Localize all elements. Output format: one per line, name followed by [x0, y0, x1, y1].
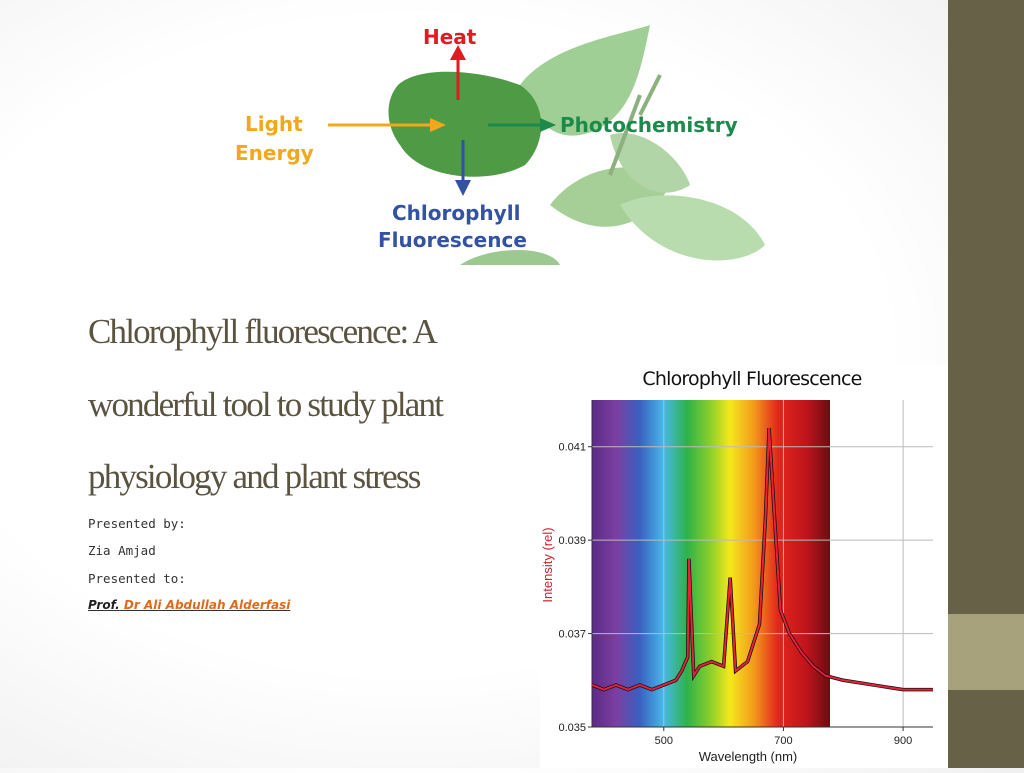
- y-tick-label: 0.039: [558, 535, 586, 547]
- title-line: physiology and plant stress: [88, 457, 421, 496]
- x-tick-label: 500: [655, 735, 673, 747]
- diagram: Heat Light Energy Photochemistry Chlorop…: [235, 25, 765, 265]
- leaf: [620, 195, 765, 261]
- presenter-name: Zia Amjad: [88, 543, 156, 558]
- leaf: [520, 25, 650, 136]
- title-line: wonderful tool to study plant: [88, 385, 444, 424]
- recipient-prefix: Prof.: [88, 598, 120, 612]
- recipient-label: Presented to:: [88, 571, 186, 586]
- label: Energy: [235, 141, 314, 165]
- label: Heat: [423, 25, 477, 49]
- title-line: Chlorophyll fluorescence: A: [88, 312, 438, 351]
- arrowhead: [540, 118, 556, 132]
- y-tick-label: 0.035: [558, 722, 586, 734]
- label: Fluorescence: [378, 228, 527, 252]
- data-line: [591, 427, 933, 691]
- arrowhead: [430, 118, 446, 132]
- recipient: Prof. Dr Ali Abdullah Alderfasi: [88, 598, 290, 612]
- label: Light: [245, 112, 303, 136]
- chart-image: Chlorophyll Fluorescence 0.035 0.037 0.039 0…: [540, 365, 948, 768]
- x-axis-label: Wavelength (nm): [699, 749, 798, 764]
- label: Chlorophyll: [392, 201, 520, 225]
- label: Photochemistry: [560, 113, 738, 137]
- arrowhead: [455, 180, 471, 196]
- presenter-label: Presented by:: [88, 516, 186, 531]
- y-tick-label: 0.037: [558, 629, 586, 641]
- recipient-name[interactable]: Dr Ali Abdullah Alderfasi: [123, 598, 291, 612]
- chart-title: Chlorophyll Fluorescence: [642, 368, 861, 390]
- y-axis-label: Intensity (rel): [540, 527, 555, 602]
- stem: [608, 74, 662, 176]
- leaf: [460, 250, 560, 265]
- y-tick-label: 0.041: [558, 442, 586, 454]
- spectrum: [592, 400, 830, 727]
- side-accent: [948, 614, 1024, 690]
- main-leaf: [388, 71, 542, 177]
- x-tick-label: 700: [774, 735, 792, 747]
- chart: Chlorophyll Fluorescence 0.035 0.037 0.039 0…: [540, 368, 933, 764]
- leaf: [610, 133, 690, 193]
- arrowhead: [450, 45, 466, 60]
- x-tick-label: 900: [894, 735, 912, 747]
